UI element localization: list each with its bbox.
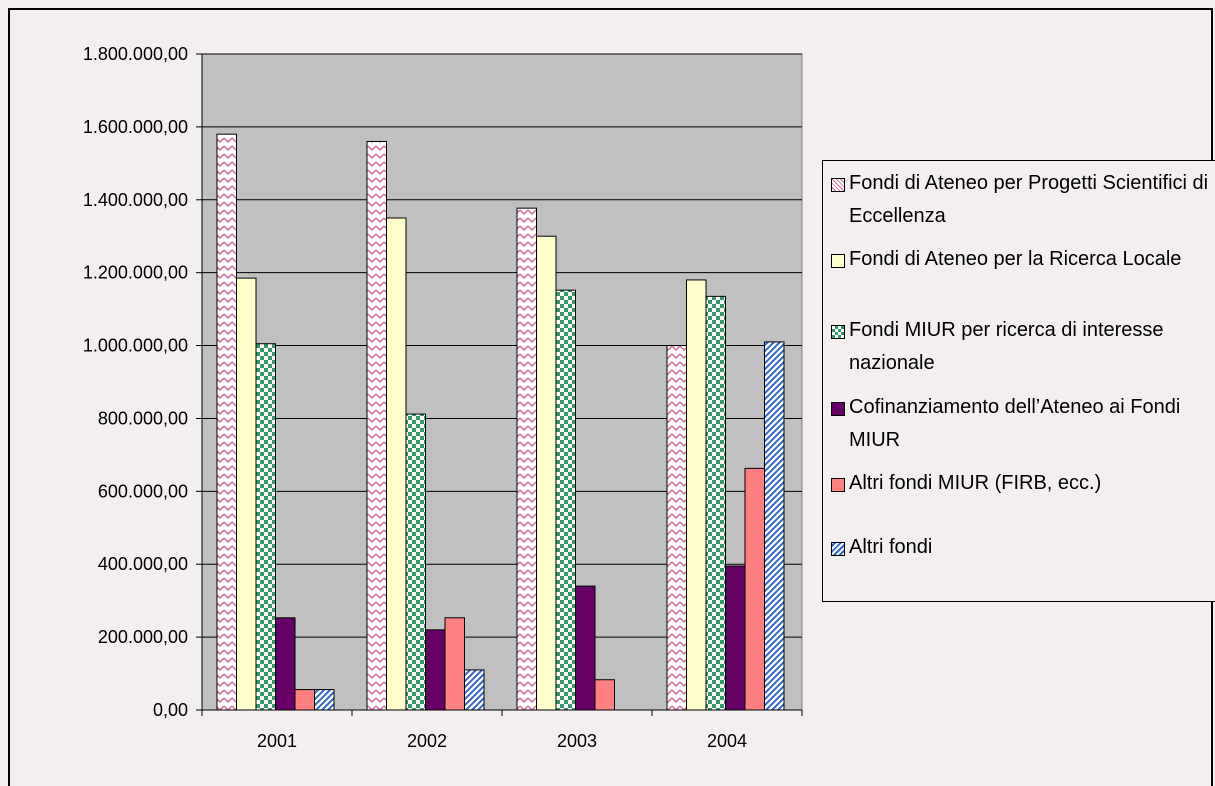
legend-label: Fondi di Ateneo per la Ricerca Locale xyxy=(849,248,1182,270)
bar xyxy=(744,467,765,711)
y-tick-label: 200.000,00 xyxy=(98,627,188,647)
y-tick-label: 600.000,00 xyxy=(98,481,188,501)
legend-label: Altri fondi xyxy=(849,536,933,558)
bar xyxy=(464,669,485,711)
bar xyxy=(686,279,707,711)
y-tick-label: 1.800.000,00 xyxy=(83,44,188,64)
y-tick-label: 800.000,00 xyxy=(98,408,188,428)
bar xyxy=(255,343,276,711)
legend-item: Altri fondi xyxy=(831,531,1211,564)
y-tick-label: 400.000,00 xyxy=(98,554,188,574)
x-tick-label: 2003 xyxy=(557,731,597,751)
legend-item: Fondi di Ateneo per la Ricerca Locale xyxy=(831,243,1211,276)
bar xyxy=(594,679,615,711)
legend-swatch xyxy=(831,402,845,416)
legend-swatch xyxy=(831,542,845,556)
y-tick-label: 1.400.000,00 xyxy=(83,190,188,210)
bar xyxy=(444,617,465,711)
legend-swatch xyxy=(831,325,845,339)
legend-item: Fondi MIUR per ricerca di interesse nazi… xyxy=(831,314,1211,380)
legend-swatch xyxy=(831,254,845,268)
bar xyxy=(536,235,557,711)
bar xyxy=(425,629,446,711)
x-tick-label: 2002 xyxy=(407,731,447,751)
bar xyxy=(405,413,426,711)
bar xyxy=(386,217,407,711)
bar xyxy=(555,289,576,711)
x-tick-label: 2001 xyxy=(257,731,297,751)
legend-item: Cofinanziamento dell’Ateneo ai Fondi MIU… xyxy=(831,391,1211,457)
legend-swatch xyxy=(831,478,845,492)
bar xyxy=(275,617,296,711)
bar xyxy=(575,585,596,711)
y-tick-label: 1.200.000,00 xyxy=(83,263,188,283)
bar xyxy=(216,133,237,711)
bar xyxy=(236,277,257,711)
bars-group xyxy=(216,133,785,711)
legend-label: Altri fondi MIUR (FIRB, ecc.) xyxy=(849,472,1102,494)
bar xyxy=(666,345,687,711)
legend-label: Fondi MIUR per ricerca di interesse nazi… xyxy=(849,319,1164,374)
bar xyxy=(314,689,335,711)
bar xyxy=(705,295,726,711)
legend-item: Fondi di Ateneo per Progetti Scientifici… xyxy=(831,167,1211,233)
y-tick-label: 1.000.000,00 xyxy=(83,336,188,356)
bar xyxy=(764,341,785,711)
legend-swatch xyxy=(831,178,845,192)
legend-item: Altri fondi MIUR (FIRB, ecc.) xyxy=(831,467,1211,500)
bar xyxy=(294,689,315,711)
legend-label: Fondi di Ateneo per Progetti Scientifici… xyxy=(849,172,1209,227)
y-tick-label: 1.600.000,00 xyxy=(83,117,188,137)
x-tick-label: 2004 xyxy=(707,731,747,751)
bar xyxy=(725,565,746,711)
bar xyxy=(366,140,387,711)
axes-group: 0,00 200.000,00 400.000,00 600.000,00 800.00… xyxy=(83,44,803,751)
bar xyxy=(516,207,537,711)
legend-label: Cofinanziamento dell’Ateneo ai Fondi MIU… xyxy=(849,396,1181,451)
y-tick-label: 0,00 xyxy=(153,700,188,720)
legend: Fondi di Ateneo per Progetti Scientifici… xyxy=(822,160,1215,602)
